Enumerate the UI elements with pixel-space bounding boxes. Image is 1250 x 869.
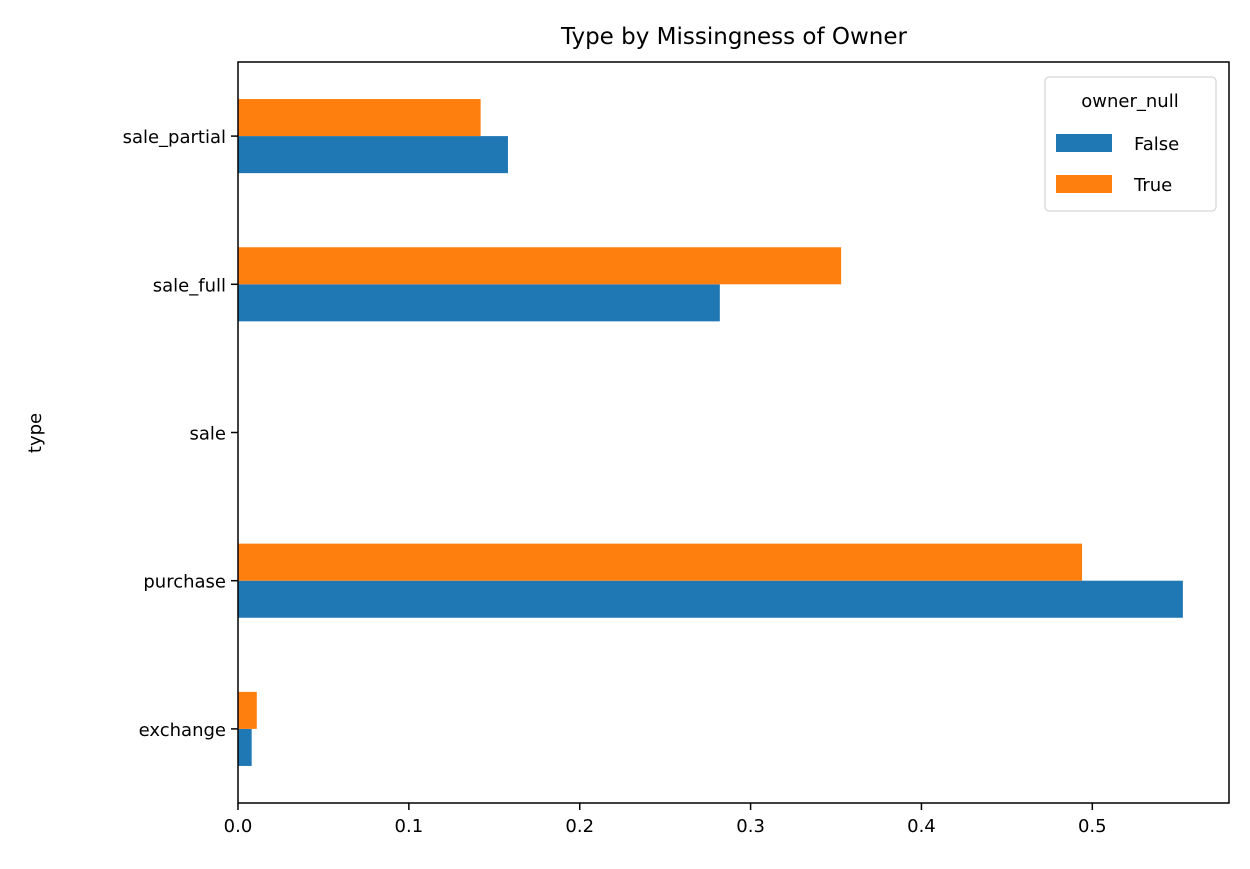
legend-entries: False True [1056,134,1179,196]
x-tick-label: 0.2 [565,816,594,837]
y-tick-label: sale [190,424,226,445]
legend-title: owner_null [1081,91,1178,112]
y-tick-label: sale_full [153,275,226,296]
bar-sale_partial-false [238,136,508,174]
y-tick-label: exchange [139,720,226,741]
legend: owner_null False True [1044,76,1217,212]
bar-exchange-false [238,728,252,766]
legend-swatch-true [1056,175,1112,193]
legend-label-true: True [1133,175,1172,196]
y-axis: exchange purchase sale sale_full sale_partia… [123,127,238,741]
x-axis: 0.0 0.1 0.2 0.3 0.4 0.5 [224,803,1107,837]
x-tick-label: 0.1 [395,816,424,837]
x-tick-label: 0.0 [224,816,253,837]
legend-label-false: False [1134,134,1179,155]
legend-swatch-false [1056,134,1112,152]
bars-group [238,99,1183,766]
x-tick-label: 0.3 [736,816,765,837]
chart-title: Type by Missingness of Owner [560,24,908,50]
y-axis-label: type [25,413,46,453]
y-tick-label: purchase [143,572,226,593]
x-tick-label: 0.5 [1078,816,1107,837]
bar-purchase-true [238,543,1083,581]
bar-exchange-true [238,691,257,729]
bar-sale_partial-true [238,99,481,137]
x-tick-label: 0.4 [907,816,936,837]
bar-sale_full-false [238,284,720,322]
bar-sale_full-true [238,247,842,285]
bar-purchase-false [238,580,1183,618]
y-tick-label: sale_partial [123,127,226,148]
